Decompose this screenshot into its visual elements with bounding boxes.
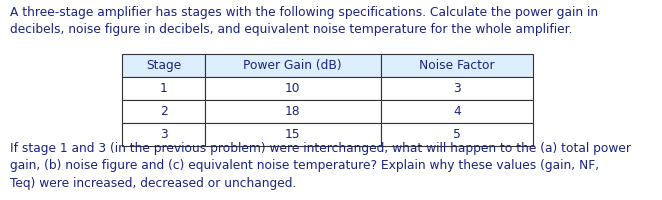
Bar <box>122 123 205 146</box>
Bar <box>381 77 533 100</box>
Text: A three-stage amplifier has stages with the following specifications. Calculate : A three-stage amplifier has stages with … <box>10 6 598 36</box>
Bar <box>205 123 381 146</box>
Bar <box>122 54 205 77</box>
Text: 4: 4 <box>453 105 461 118</box>
Text: Power Gain (dB): Power Gain (dB) <box>244 59 342 72</box>
Bar <box>205 100 381 123</box>
Bar <box>381 100 533 123</box>
Bar <box>381 54 533 77</box>
Bar <box>122 77 205 100</box>
Text: Noise Factor: Noise Factor <box>419 59 495 72</box>
Bar <box>205 54 381 77</box>
Text: 3: 3 <box>160 128 167 141</box>
Text: 18: 18 <box>285 105 301 118</box>
Text: 5: 5 <box>453 128 461 141</box>
Text: 15: 15 <box>285 128 301 141</box>
Bar <box>381 123 533 146</box>
Text: Stage: Stage <box>146 59 181 72</box>
Text: 3: 3 <box>453 82 461 95</box>
Text: 1: 1 <box>160 82 167 95</box>
Text: 10: 10 <box>285 82 301 95</box>
Bar <box>205 77 381 100</box>
Text: If stage 1 and 3 (in the previous problem) were interchanged, what will happen t: If stage 1 and 3 (in the previous proble… <box>10 142 631 190</box>
Bar <box>122 100 205 123</box>
Text: 2: 2 <box>160 105 167 118</box>
